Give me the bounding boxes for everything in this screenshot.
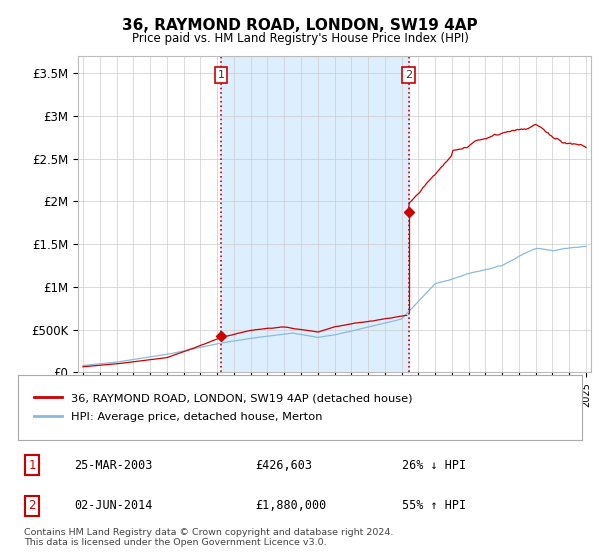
- Text: 36, RAYMOND ROAD, LONDON, SW19 4AP: 36, RAYMOND ROAD, LONDON, SW19 4AP: [122, 18, 478, 33]
- Text: 55% ↑ HPI: 55% ↑ HPI: [401, 499, 466, 512]
- Legend: 36, RAYMOND ROAD, LONDON, SW19 4AP (detached house), HPI: Average price, detache: 36, RAYMOND ROAD, LONDON, SW19 4AP (deta…: [29, 388, 418, 427]
- Text: Price paid vs. HM Land Registry's House Price Index (HPI): Price paid vs. HM Land Registry's House …: [131, 32, 469, 45]
- Text: Contains HM Land Registry data © Crown copyright and database right 2024.
This d: Contains HM Land Registry data © Crown c…: [23, 528, 393, 547]
- Text: £426,603: £426,603: [255, 459, 312, 472]
- Text: 2: 2: [405, 70, 412, 80]
- Text: 1: 1: [28, 459, 36, 472]
- Text: 1: 1: [218, 70, 224, 80]
- Text: 25-MAR-2003: 25-MAR-2003: [74, 459, 153, 472]
- Text: 02-JUN-2014: 02-JUN-2014: [74, 499, 153, 512]
- Text: 26% ↓ HPI: 26% ↓ HPI: [401, 459, 466, 472]
- Bar: [221, 56, 409, 372]
- Text: 2: 2: [28, 499, 36, 512]
- Text: £1,880,000: £1,880,000: [255, 499, 326, 512]
